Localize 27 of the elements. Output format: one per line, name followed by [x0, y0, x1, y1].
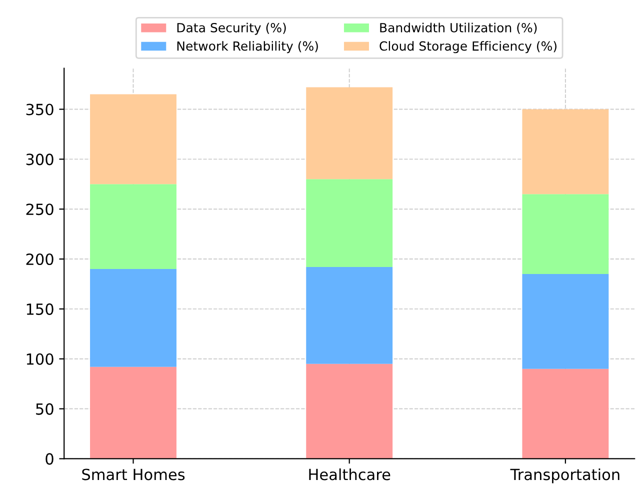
bar [306, 267, 393, 364]
legend-label: Data Security (%) [177, 22, 286, 35]
bar [90, 269, 176, 367]
x-tick-label: Smart Homes [82, 468, 185, 480]
bar [522, 274, 609, 369]
y-tick-label: 350 [26, 104, 54, 116]
y-tick-label: 150 [26, 303, 54, 315]
bar [306, 179, 393, 268]
bar [90, 184, 176, 270]
y-tick-label: 200 [26, 253, 54, 266]
x-tick-label: Healthcare [309, 468, 390, 480]
bar [522, 194, 609, 274]
y-tick-label: 300 [26, 154, 54, 166]
bar [522, 109, 609, 194]
x-tick-label: Transportation [510, 468, 620, 484]
legend-label: Cloud Storage Efficiency (%) [380, 41, 556, 54]
bar [306, 364, 393, 459]
bar [90, 366, 176, 459]
legend-label: Bandwidth Utilization (%) [380, 22, 537, 34]
legend-label: Network Reliability (%) [177, 41, 318, 54]
bar [90, 94, 176, 184]
y-tick-label: 100 [26, 353, 54, 365]
bar [522, 368, 609, 459]
y-tick-label: 0 [46, 453, 54, 465]
bar [306, 87, 393, 180]
y-tick-label: 250 [26, 204, 54, 216]
y-tick-label: 50 [36, 403, 54, 415]
